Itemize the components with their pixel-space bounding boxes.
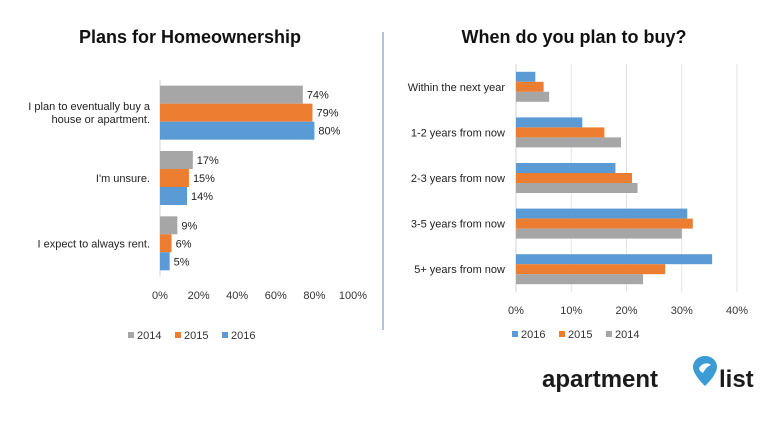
right-bar (516, 117, 583, 128)
right-bar (516, 127, 605, 138)
left-bar (160, 151, 193, 169)
right-legend-swatch (512, 331, 518, 337)
left-x-tick: 100% (339, 290, 367, 302)
right-x-tick: 40% (726, 305, 748, 317)
right-legend-label: 2014 (615, 329, 639, 341)
left-category-label: I plan to eventually buy a (28, 101, 151, 113)
right-bar (516, 173, 633, 183)
left-data-label: 15% (193, 173, 215, 185)
left-bar (160, 121, 315, 140)
left-data-label: 6% (176, 238, 192, 250)
left-data-label: 17% (197, 155, 219, 167)
right-bar (516, 91, 550, 102)
left-chart: 74% 79% 80% I plan to eventually buy ahouse… (28, 80, 367, 342)
right-chart: 0% 10% 20% 30% 40% Within the next year 1-2 ye… (408, 64, 748, 341)
left-data-label: 79% (316, 108, 338, 120)
right-bar (516, 208, 688, 219)
left-bar (160, 103, 313, 122)
right-legend-swatch (606, 331, 612, 337)
brand-word-list: list (719, 366, 754, 393)
left-x-tick: 0% (152, 290, 168, 302)
left-data-label: 74% (307, 90, 329, 102)
left-legend-label: 2015 (184, 330, 208, 342)
right-category-label: 5+ years from now (414, 264, 505, 276)
left-bar (160, 216, 178, 235)
left-legend-swatch (128, 332, 134, 338)
left-legend-label: 2016 (231, 330, 255, 342)
left-legend-swatch (222, 332, 228, 338)
left-data-label: 14% (191, 191, 213, 203)
left-category-label: house or apartment. (52, 114, 150, 126)
right-bar (516, 274, 644, 285)
left-x-tick: 20% (188, 290, 210, 302)
right-category-label: 2-3 years from now (411, 173, 505, 185)
right-bar (516, 218, 693, 229)
left-x-tick: 60% (265, 290, 287, 302)
left-legend-swatch (175, 332, 181, 338)
left-data-label: 80% (318, 126, 340, 138)
left-bar (160, 85, 303, 104)
right-category-label: 3-5 years from now (411, 219, 505, 231)
left-x-tick: 40% (226, 290, 248, 302)
right-bar (516, 228, 682, 239)
right-legend-swatch (559, 331, 565, 337)
left-legend-label: 2014 (137, 330, 161, 342)
right-chart-title: When do you plan to buy? (462, 27, 687, 47)
right-legend-label: 2015 (568, 329, 592, 341)
right-x-tick: 0% (508, 305, 524, 317)
left-bar (160, 234, 172, 253)
right-bar (516, 264, 666, 275)
right-bar (516, 137, 621, 148)
right-bar (516, 163, 616, 173)
left-bar (160, 169, 189, 187)
right-category-label: 1-2 years from now (411, 127, 505, 139)
right-bar (516, 71, 536, 82)
right-bar (516, 183, 638, 193)
left-category-label: I expect to always rent. (38, 238, 151, 250)
map-pin-icon (693, 356, 717, 386)
left-bar (160, 252, 170, 271)
right-x-tick: 30% (671, 305, 693, 317)
right-legend-label: 2016 (521, 329, 545, 341)
right-bar (516, 81, 544, 92)
left-bar (160, 187, 188, 205)
right-bar (516, 254, 713, 265)
left-x-tick: 80% (303, 290, 325, 302)
left-category-label: I'm unsure. (96, 173, 150, 185)
brand-logo: apartment list (542, 356, 754, 393)
brand-word-apartment: apartment (542, 366, 658, 393)
right-x-tick: 20% (615, 305, 637, 317)
left-chart-title: Plans for Homeownership (79, 27, 301, 47)
left-data-label: 5% (174, 256, 190, 268)
right-x-tick: 10% (560, 305, 582, 317)
left-data-label: 9% (181, 220, 197, 232)
right-category-label: Within the next year (408, 82, 506, 94)
